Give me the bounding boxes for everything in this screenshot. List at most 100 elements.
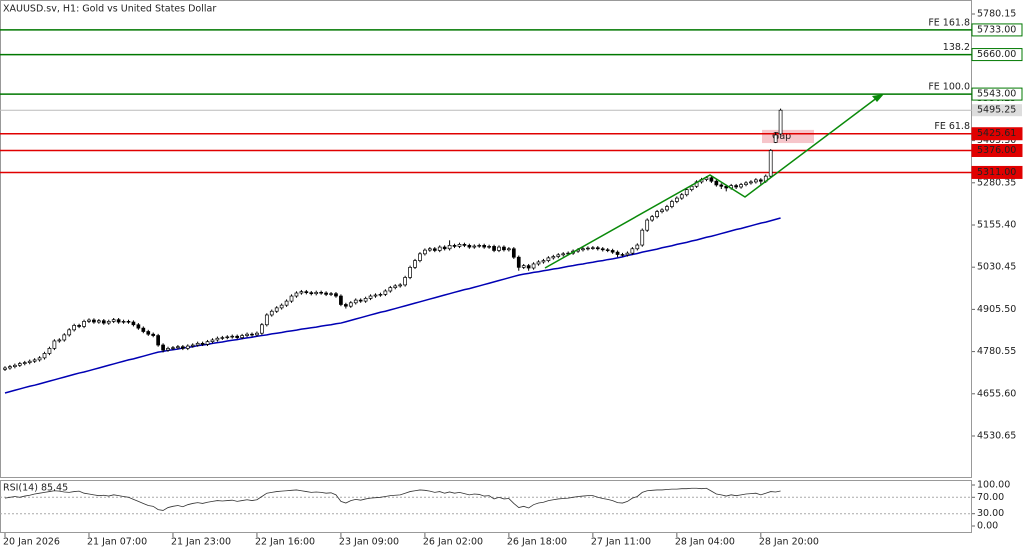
x-tick-label: 28 Jan 04:00 — [675, 537, 735, 548]
candle-body — [195, 342, 200, 346]
candle-body — [497, 246, 501, 251]
y-tick-label: 4655.60 — [977, 388, 1016, 399]
rsi-tick-label: 100.00 — [977, 480, 1010, 491]
candle-body — [403, 277, 407, 286]
candle-body — [383, 290, 388, 295]
candle-body — [62, 334, 67, 341]
x-tick-label: 23 Jan 09:00 — [339, 537, 399, 548]
candle-body — [724, 185, 729, 189]
x-tick-label: 27 Jan 11:00 — [591, 537, 651, 548]
candle-body — [393, 285, 398, 288]
candle-body — [348, 302, 353, 307]
y-tick-label: 4530.65 — [977, 430, 1016, 441]
candle-body — [615, 251, 620, 255]
chart-title: XAUUSD.sv, H1: Gold vs United States Dol… — [3, 4, 216, 15]
candle-body — [645, 219, 650, 231]
candle-body — [235, 335, 240, 338]
candle-body — [655, 211, 659, 218]
candle-body — [205, 341, 210, 345]
candle-body — [97, 320, 101, 323]
candle-body — [521, 265, 526, 268]
candle-body — [8, 366, 12, 369]
candle-body — [42, 353, 47, 359]
candle-body — [507, 248, 511, 251]
y-tick-label: 5780.15 — [977, 8, 1016, 19]
candle-body — [156, 335, 160, 346]
rsi-line — [4, 487, 781, 511]
candle-body — [467, 245, 472, 248]
level-box — [971, 48, 1023, 62]
rsi-tick-label: 70.00 — [977, 492, 1004, 503]
candle-body — [368, 295, 373, 299]
candle-body — [630, 248, 635, 254]
level-name: FE 61.8 — [934, 121, 970, 132]
candle-body — [3, 367, 7, 370]
candle-body — [146, 331, 151, 335]
candle-body — [52, 340, 57, 349]
candle-body — [526, 265, 531, 269]
candle-body — [413, 260, 417, 268]
candle-body — [709, 177, 714, 182]
candle-body — [462, 244, 467, 246]
candle-body — [650, 216, 654, 221]
candle-body — [516, 256, 521, 268]
x-tick-label: 26 Jan 18:00 — [507, 537, 567, 548]
candle-body — [314, 291, 319, 295]
candle-body — [289, 295, 294, 302]
level-name: FE 100.0 — [928, 82, 970, 93]
candle-body — [625, 252, 630, 256]
candle-body — [334, 293, 338, 297]
candle-body — [37, 357, 42, 361]
candle-body — [373, 294, 378, 297]
candle-body — [670, 201, 674, 207]
candle-body — [640, 229, 645, 246]
candle-body — [536, 261, 541, 265]
candle-body — [586, 247, 590, 250]
plot-layer: 5780.155530.255405.305280.355155.405030.… — [0, 8, 1023, 548]
candle-body — [679, 194, 684, 199]
candle-body — [531, 263, 536, 269]
level-name: FE 161.8 — [928, 17, 970, 28]
candle-body — [674, 197, 679, 202]
candle-body — [546, 257, 551, 261]
candle-body — [482, 245, 487, 248]
candle-body — [309, 292, 314, 295]
candle-body — [595, 247, 600, 250]
level-box — [971, 23, 1023, 37]
candle-body — [561, 253, 566, 256]
candle-body — [684, 189, 689, 196]
main-pane-border — [0, 0, 972, 478]
y-tick-label: 4905.50 — [977, 304, 1016, 315]
candle-body — [176, 346, 180, 349]
candle-body — [260, 324, 264, 334]
y-tick-label: 5405.30 — [977, 135, 1016, 146]
candle-body — [418, 253, 422, 261]
level-label: 5660.00 — [977, 49, 1016, 60]
candle-body — [398, 284, 403, 287]
candle-body — [635, 244, 640, 250]
candle-body — [225, 336, 230, 339]
candle-body — [131, 321, 136, 326]
y-tick-label: 5030.45 — [977, 262, 1016, 273]
candle-body — [581, 248, 585, 251]
level-box — [971, 87, 1023, 101]
candle-body — [665, 206, 669, 211]
x-tick-label: 21 Jan 07:00 — [87, 537, 147, 548]
candle-body — [136, 324, 141, 329]
arrow-head — [872, 94, 884, 102]
gap-label: Gap — [772, 131, 791, 142]
candle-body — [358, 299, 363, 302]
candle-body — [13, 364, 17, 367]
candle-body — [77, 325, 81, 327]
candle-body — [551, 256, 556, 259]
candle-body — [541, 260, 546, 263]
candle-body — [141, 327, 146, 332]
candle-body — [339, 295, 343, 305]
candle-body — [492, 246, 496, 251]
candle-body — [245, 333, 249, 336]
candle-body — [605, 249, 610, 251]
candle-body — [82, 321, 86, 327]
candle-body — [166, 348, 170, 351]
